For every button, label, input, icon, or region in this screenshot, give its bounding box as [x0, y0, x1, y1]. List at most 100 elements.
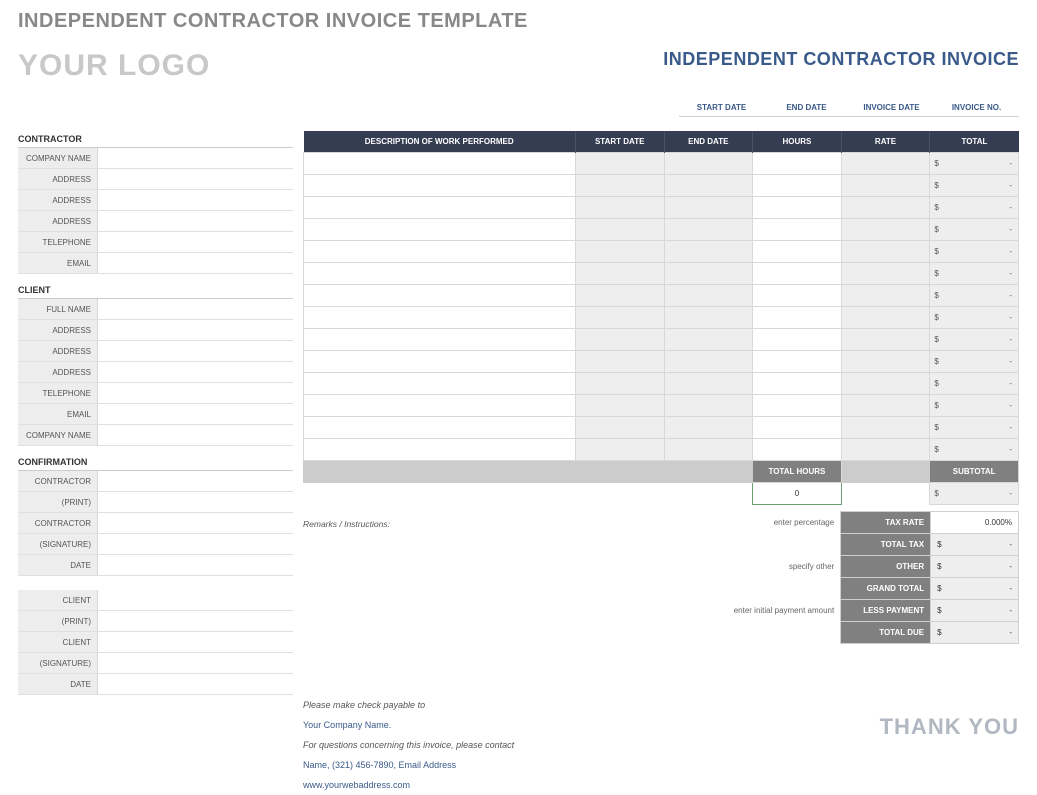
totals-value[interactable]: $-: [931, 556, 1019, 578]
form-input[interactable]: [98, 383, 293, 403]
meta-invoice-no[interactable]: INVOICE NO.: [934, 99, 1019, 117]
meta-end-date[interactable]: END DATE: [764, 99, 849, 117]
form-input[interactable]: [98, 590, 293, 610]
form-input[interactable]: [98, 653, 293, 673]
work-cell[interactable]: [304, 175, 576, 197]
work-cell[interactable]: [753, 329, 842, 351]
form-input[interactable]: [98, 492, 293, 512]
form-input[interactable]: [98, 632, 293, 652]
work-cell[interactable]: [304, 395, 576, 417]
form-input[interactable]: [98, 211, 293, 231]
work-cell[interactable]: [841, 373, 930, 395]
form-input[interactable]: [98, 253, 293, 273]
work-cell[interactable]: [841, 417, 930, 439]
work-cell[interactable]: [575, 175, 664, 197]
work-cell[interactable]: [304, 351, 576, 373]
work-cell[interactable]: [304, 263, 576, 285]
work-cell[interactable]: [575, 263, 664, 285]
work-cell[interactable]: [575, 307, 664, 329]
work-cell[interactable]: [753, 175, 842, 197]
work-cell[interactable]: [841, 153, 930, 175]
work-cell[interactable]: [304, 153, 576, 175]
work-cell[interactable]: [753, 263, 842, 285]
work-cell[interactable]: [575, 351, 664, 373]
work-cell[interactable]: [841, 351, 930, 373]
form-input[interactable]: [98, 404, 293, 424]
totals-value[interactable]: $-: [931, 600, 1019, 622]
work-cell[interactable]: [664, 329, 753, 351]
work-cell[interactable]: [841, 241, 930, 263]
form-input[interactable]: [98, 534, 293, 554]
form-input[interactable]: [98, 674, 293, 694]
work-cell[interactable]: [575, 417, 664, 439]
work-cell[interactable]: [753, 351, 842, 373]
form-input[interactable]: [98, 169, 293, 189]
work-cell[interactable]: [664, 285, 753, 307]
form-input[interactable]: [98, 611, 293, 631]
work-cell[interactable]: [304, 241, 576, 263]
form-input[interactable]: [98, 232, 293, 252]
work-cell[interactable]: [304, 307, 576, 329]
work-cell[interactable]: [575, 219, 664, 241]
work-cell[interactable]: [575, 285, 664, 307]
form-input[interactable]: [98, 341, 293, 361]
work-cell[interactable]: [664, 307, 753, 329]
meta-invoice-date[interactable]: INVOICE DATE: [849, 99, 934, 117]
work-cell[interactable]: [753, 241, 842, 263]
work-cell[interactable]: [753, 395, 842, 417]
work-cell[interactable]: [841, 329, 930, 351]
work-cell[interactable]: [664, 263, 753, 285]
work-cell[interactable]: [575, 329, 664, 351]
work-cell[interactable]: [841, 175, 930, 197]
totals-value[interactable]: 0.000%: [931, 512, 1019, 534]
work-cell[interactable]: [841, 439, 930, 461]
form-input[interactable]: [98, 471, 293, 491]
work-cell[interactable]: [575, 395, 664, 417]
work-cell[interactable]: [841, 219, 930, 241]
work-cell[interactable]: [575, 241, 664, 263]
form-input[interactable]: [98, 425, 293, 445]
work-cell[interactable]: [841, 197, 930, 219]
form-input[interactable]: [98, 148, 293, 168]
form-input[interactable]: [98, 190, 293, 210]
work-cell[interactable]: [841, 285, 930, 307]
work-cell[interactable]: [664, 153, 753, 175]
work-cell[interactable]: [304, 417, 576, 439]
work-cell[interactable]: [753, 417, 842, 439]
remarks-area[interactable]: Remarks / Instructions:: [303, 511, 655, 644]
work-cell[interactable]: [664, 197, 753, 219]
form-input[interactable]: [98, 299, 293, 319]
work-cell[interactable]: [753, 439, 842, 461]
work-cell[interactable]: [841, 263, 930, 285]
meta-start-date[interactable]: START DATE: [679, 99, 764, 117]
form-input[interactable]: [98, 320, 293, 340]
form-input[interactable]: [98, 555, 293, 575]
totals-value[interactable]: $-: [931, 534, 1019, 556]
work-cell[interactable]: [575, 197, 664, 219]
work-cell[interactable]: [753, 153, 842, 175]
work-cell[interactable]: [664, 439, 753, 461]
work-cell[interactable]: [753, 307, 842, 329]
work-cell[interactable]: [575, 153, 664, 175]
totals-value[interactable]: $-: [931, 622, 1019, 644]
work-cell[interactable]: [664, 175, 753, 197]
work-cell[interactable]: [304, 439, 576, 461]
work-cell[interactable]: [753, 197, 842, 219]
work-cell[interactable]: [664, 241, 753, 263]
work-cell[interactable]: [753, 219, 842, 241]
work-cell[interactable]: [575, 439, 664, 461]
work-cell[interactable]: [304, 373, 576, 395]
work-cell[interactable]: [664, 417, 753, 439]
work-cell[interactable]: [753, 285, 842, 307]
total-hours-value[interactable]: 0: [753, 483, 842, 505]
work-cell[interactable]: [664, 219, 753, 241]
work-cell[interactable]: [664, 373, 753, 395]
work-cell[interactable]: [304, 329, 576, 351]
work-cell[interactable]: [753, 373, 842, 395]
work-cell[interactable]: [664, 395, 753, 417]
work-cell[interactable]: [304, 197, 576, 219]
form-input[interactable]: [98, 513, 293, 533]
work-cell[interactable]: [575, 373, 664, 395]
work-cell[interactable]: [304, 219, 576, 241]
work-cell[interactable]: [841, 307, 930, 329]
